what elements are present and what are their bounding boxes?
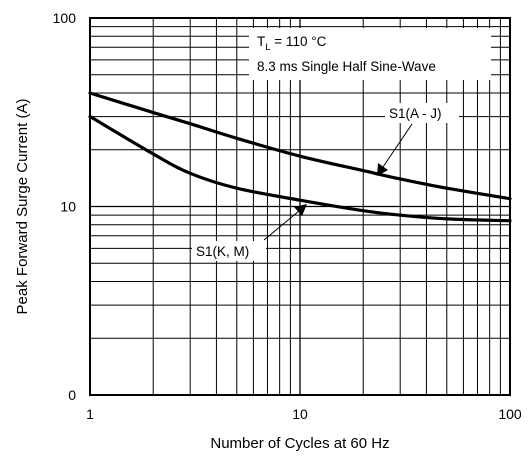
plot-frame	[89, 17, 511, 396]
condition-value: = 110 °C	[271, 34, 327, 49]
curves	[88, 91, 512, 223]
x-axis-label: Number of Cycles at 60 Hz	[210, 435, 389, 452]
condition-symbol: T	[257, 34, 265, 49]
condition-subscript: L	[265, 42, 270, 53]
y-tick-label: 100	[53, 10, 77, 26]
label-arrows	[263, 123, 413, 241]
waveform-note: 8.3 ms Single Half Sine-Wave	[257, 59, 436, 74]
condition-annotation: TL = 110 °C 8.3 ms Single Half Sine-Wave	[249, 28, 491, 80]
tick-labels: 1 10 100 0 10 100	[53, 10, 522, 422]
x-tick-label: 1	[86, 406, 94, 422]
y-tick-label: 10	[60, 199, 76, 215]
series-label-k-m: S1(K, M)	[196, 244, 249, 259]
arrow-head-k-m	[294, 204, 307, 216]
y-axis-label: Peak Forward Surge Current (A)	[14, 99, 31, 315]
series-line-0	[88, 91, 512, 201]
x-tick-label: 100	[498, 406, 522, 422]
svg-text:TL = 110 °C: TL = 110 °C	[257, 34, 327, 53]
x-tick-label: 10	[292, 406, 308, 422]
series-line-1	[88, 114, 512, 223]
series-label-a-j: S1(A - J)	[389, 106, 442, 121]
curve-labels: S1(A - J) S1(K, M)	[192, 103, 459, 261]
y-tick-label: 0	[68, 387, 76, 403]
arrow-head-a-j	[377, 163, 388, 176]
